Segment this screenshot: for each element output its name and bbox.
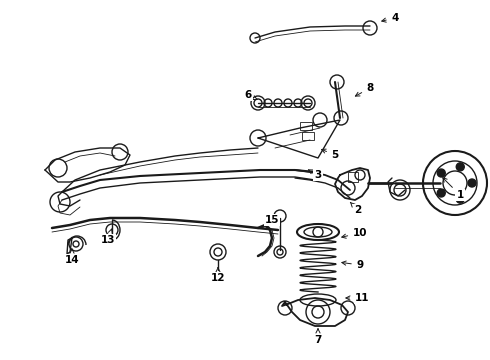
Text: 4: 4 [382, 13, 399, 23]
Circle shape [437, 189, 445, 197]
Text: 6: 6 [245, 90, 257, 100]
Text: 14: 14 [65, 249, 79, 265]
Text: 9: 9 [342, 260, 364, 270]
Text: 7: 7 [314, 329, 322, 345]
Text: 2: 2 [350, 202, 362, 215]
Text: 3: 3 [308, 170, 321, 180]
Text: 11: 11 [346, 293, 369, 303]
Circle shape [456, 163, 464, 171]
Circle shape [437, 169, 445, 177]
Circle shape [456, 195, 464, 203]
Text: 12: 12 [211, 267, 225, 283]
Text: 1: 1 [443, 178, 464, 200]
Text: 15: 15 [265, 215, 279, 225]
Text: 13: 13 [101, 229, 115, 245]
Circle shape [468, 179, 476, 187]
Text: 5: 5 [321, 149, 339, 160]
Text: 10: 10 [342, 228, 367, 238]
Text: 8: 8 [355, 83, 374, 96]
